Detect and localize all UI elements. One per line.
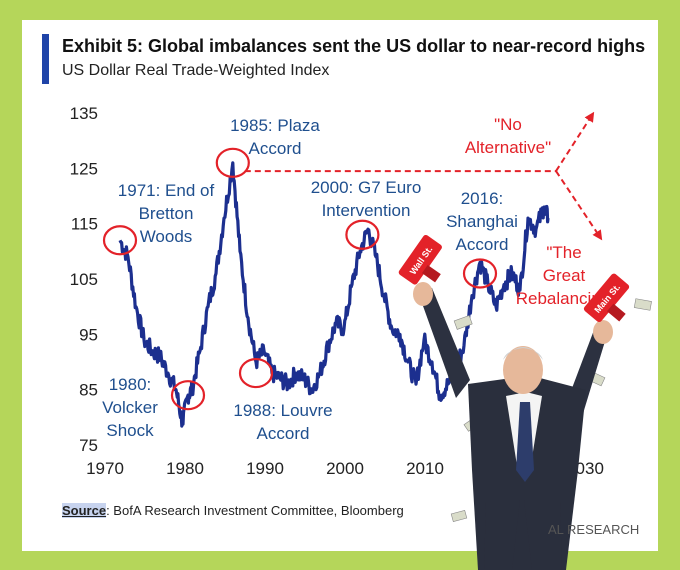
x-tick-label: 2010	[406, 459, 444, 478]
annotation-label: 2000: G7 Euro Intervention	[311, 178, 422, 220]
great-rebalancing-label: "The Great Rebalancing"	[516, 243, 617, 308]
y-tick-label: 75	[79, 436, 98, 455]
annotation-circle	[170, 380, 206, 411]
annotation-circle	[345, 219, 380, 250]
annotation-circle	[215, 147, 250, 178]
annotation-label: 1980: Volcker Shock	[102, 375, 158, 440]
chart-title: Exhibit 5: Global imbalances sent the US…	[62, 36, 646, 56]
annotation-circle	[238, 357, 274, 389]
great-rebalancing-arrow	[555, 170, 603, 241]
y-tick-label: 105	[70, 270, 98, 289]
y-tick-label: 135	[70, 104, 98, 123]
y-axis-ticks: 75 85 95 105 115 125 135	[70, 104, 98, 455]
y-tick-label: 95	[79, 325, 98, 344]
annotation-layer: 1971: End of Bretton Woods 1980: Volcker Shoc…	[102, 111, 617, 443]
series-layer	[118, 161, 550, 428]
person-with-money-guns-icon: Wall St. Main St.	[398, 234, 652, 570]
x-tick-label: 1980	[166, 459, 204, 478]
annotation-label: 2016: Shanghai Accord	[446, 189, 518, 254]
y-tick-label: 85	[79, 381, 98, 400]
annotation-label: 1988: Louvre Accord	[233, 401, 332, 443]
annotation-label: 1985: Plaza Accord	[230, 116, 320, 158]
annotation-label: 1971: End of Bretton Woods	[118, 181, 215, 246]
y-tick-label: 125	[70, 159, 98, 178]
annotation-circle	[102, 225, 138, 256]
no-alternative-arrow	[555, 111, 595, 172]
chart-subtitle: US Dollar Real Trade-Weighted Index	[62, 62, 330, 79]
series-line	[118, 161, 550, 428]
x-tick-label: 1970	[86, 459, 124, 478]
source-label: Source	[62, 503, 107, 518]
x-tick-label: 1990	[246, 459, 284, 478]
source-text: : BofA Research Investment Committee, Bl…	[106, 503, 404, 518]
annotation-circle	[462, 258, 498, 289]
title-accent-bar	[42, 34, 49, 84]
watermark-text: AL RESEARCH	[548, 522, 640, 537]
source-note: Source: BofA Research Investment Committ…	[62, 503, 404, 518]
no-alternative-label: "No Alternative"	[465, 115, 551, 157]
x-tick-label: 2000	[326, 459, 364, 478]
y-tick-label: 115	[71, 215, 98, 234]
